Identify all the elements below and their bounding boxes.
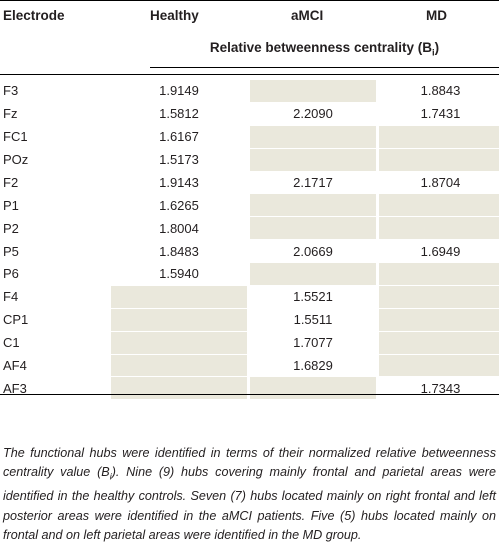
amci-cell [247, 262, 379, 286]
md-cell [377, 331, 499, 354]
md-cell [377, 148, 499, 171]
table-row: AF3 1.7343 [0, 376, 499, 400]
electrode-cell: F2 [3, 174, 19, 190]
md-cell [377, 354, 499, 377]
md-cell: 1.8704 [420, 174, 461, 190]
amci-cell: 2.1717 [247, 171, 379, 194]
bottom-rule [0, 394, 499, 395]
healthy-cell: 1.5173 [159, 152, 199, 168]
amci-cell: 1.5521 [247, 285, 379, 309]
column-group-label: Relative betweenness centrality (Bi) [209, 40, 440, 59]
table-header: Electrode Healthy aMCI MD [0, 8, 499, 28]
md-cell: 1.6949 [420, 243, 461, 259]
amci-cell: 1.5511 [247, 308, 379, 332]
electrode-cell: POz [3, 152, 29, 168]
amci-cell: 1.7077 [247, 331, 379, 354]
electrode-cell: F3 [3, 83, 19, 99]
amci-cell [247, 125, 379, 149]
md-cell [377, 285, 499, 309]
md-cell: 1.7431 [420, 106, 461, 122]
electrode-cell: FC1 [3, 129, 28, 145]
md-cell: 1.8843 [420, 83, 461, 99]
table-row: POz 1.5173 [0, 148, 499, 171]
amci-cell [247, 148, 379, 171]
md-cell [377, 193, 499, 217]
md-cell [377, 262, 499, 286]
amci-cell [247, 376, 379, 400]
healthy-cell: 1.5940 [159, 266, 199, 282]
table-row: F4 1.5521 [0, 285, 499, 309]
electrode-cell: P5 [3, 243, 19, 259]
table-row: AF4 1.6829 [0, 354, 499, 377]
electrode-cell: P1 [3, 197, 19, 213]
healthy-cell [111, 308, 249, 332]
header-md: MD [426, 8, 447, 23]
header-bottom-rule [0, 74, 499, 75]
electrode-cell: Fz [3, 106, 18, 122]
header-healthy: Healthy [150, 8, 199, 23]
hub-table: F3 1.9149 1.8843 Fz 1.5812 2.2090 1.7431 FC1 1.6… [0, 80, 499, 400]
healthy-cell [111, 354, 249, 377]
amci-cell [247, 193, 379, 217]
electrode-cell: F4 [3, 289, 19, 305]
table-row: CP1 1.5511 [0, 308, 499, 332]
md-cell [377, 216, 499, 240]
table-row: FC1 1.6167 [0, 125, 499, 149]
header-electrode: Electrode [3, 8, 65, 23]
table-row: C1 1.7077 [0, 331, 499, 354]
amci-cell: 1.6829 [247, 354, 379, 377]
electrode-cell: AF4 [3, 357, 27, 373]
table-row: P1 1.6265 [0, 193, 499, 217]
table-caption: The functional hubs were identified in t… [3, 446, 496, 543]
healthy-cell: 1.8483 [159, 243, 199, 259]
healthy-cell: 1.9149 [159, 83, 199, 99]
healthy-cell: 1.8004 [159, 220, 199, 236]
header-amci: aMCI [291, 8, 324, 23]
table-row: P5 1.8483 2.0669 1.6949 [0, 239, 499, 263]
electrode-cell: CP1 [3, 312, 29, 328]
healthy-cell: 1.9143 [159, 174, 199, 190]
table-row: F2 1.9143 2.1717 1.8704 [0, 171, 499, 194]
column-group-rule [150, 67, 499, 68]
table-row: P6 1.5940 [0, 262, 499, 286]
electrode-cell: AF3 [3, 380, 27, 396]
top-rule [0, 0, 499, 1]
healthy-cell: 1.6265 [159, 197, 199, 213]
electrode-cell: P2 [3, 220, 19, 236]
md-cell: 1.7343 [420, 380, 461, 396]
electrode-cell: P6 [3, 266, 19, 282]
healthy-cell: 1.5812 [159, 106, 199, 122]
md-cell [377, 125, 499, 149]
amci-cell: 2.0669 [247, 239, 379, 263]
healthy-cell [111, 376, 249, 400]
table-row: Fz 1.5812 2.2090 1.7431 [0, 102, 499, 126]
healthy-cell: 1.6167 [159, 129, 199, 145]
healthy-cell [111, 331, 249, 354]
table-row: F3 1.9149 1.8843 [0, 80, 499, 103]
amci-cell [247, 216, 379, 240]
healthy-cell [111, 285, 249, 309]
amci-cell: 2.2090 [247, 102, 379, 126]
table-row: P2 1.8004 [0, 216, 499, 240]
md-cell [377, 308, 499, 332]
amci-cell [247, 80, 379, 103]
electrode-cell: C1 [3, 335, 20, 351]
